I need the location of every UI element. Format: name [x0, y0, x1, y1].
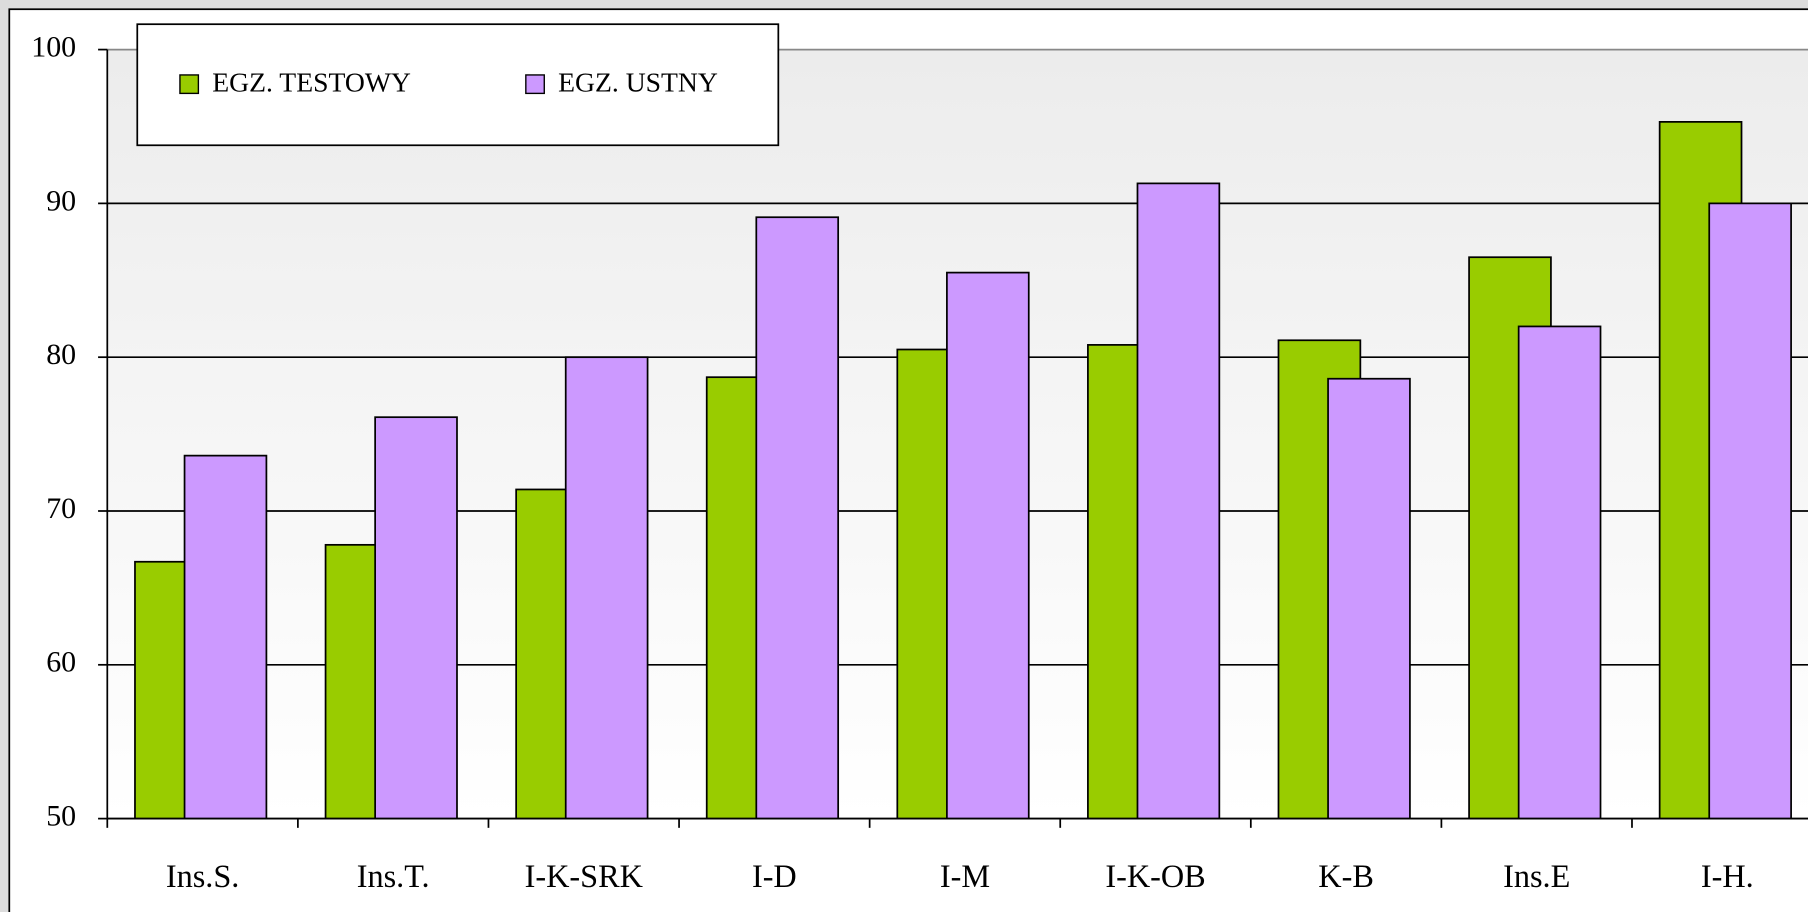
bar: [564, 356, 649, 820]
bar: [1327, 377, 1411, 820]
y-tick-label: 50: [46, 799, 76, 832]
legend-label: EGZ. USTNY: [558, 67, 718, 98]
y-tick-label: 70: [46, 492, 76, 525]
x-tick-label: I-K-OB: [1105, 858, 1205, 894]
x-tick-label: I-H.: [1701, 858, 1754, 894]
legend-swatch: [179, 74, 200, 95]
bar: [946, 271, 1030, 820]
bar: [1517, 325, 1602, 820]
y-tick-label: 60: [46, 646, 76, 679]
legend-swatch: [525, 74, 545, 95]
y-tick-label: 90: [46, 184, 76, 217]
x-tick-label: I-K-SRK: [525, 858, 643, 894]
bar: [755, 216, 840, 820]
bar: [1708, 202, 1792, 820]
y-tick-label: 80: [46, 338, 76, 371]
legend-box: [136, 23, 780, 147]
bars: [134, 121, 1792, 820]
axes: 50 60 70 80 90 100 Ins.S. Ins.T. I-K-SRK I-D I-M I-…: [31, 30, 1808, 894]
x-tick-label: I-D: [752, 858, 797, 894]
bar: [183, 454, 268, 820]
y-tick-label: 100: [31, 30, 76, 63]
legend: EGZ. TESTOWY EGZ. USTNY: [179, 67, 718, 98]
bar: [1136, 182, 1221, 820]
x-tick-label: K-B: [1318, 858, 1374, 894]
legend-label: EGZ. TESTOWY: [212, 67, 411, 98]
x-tick-label: Ins.S.: [166, 858, 240, 894]
x-tick-label: Ins.T.: [357, 858, 430, 894]
x-tick-label: I-M: [940, 858, 990, 894]
bar: [374, 416, 458, 820]
x-tick-label: Ins.E: [1503, 858, 1570, 894]
